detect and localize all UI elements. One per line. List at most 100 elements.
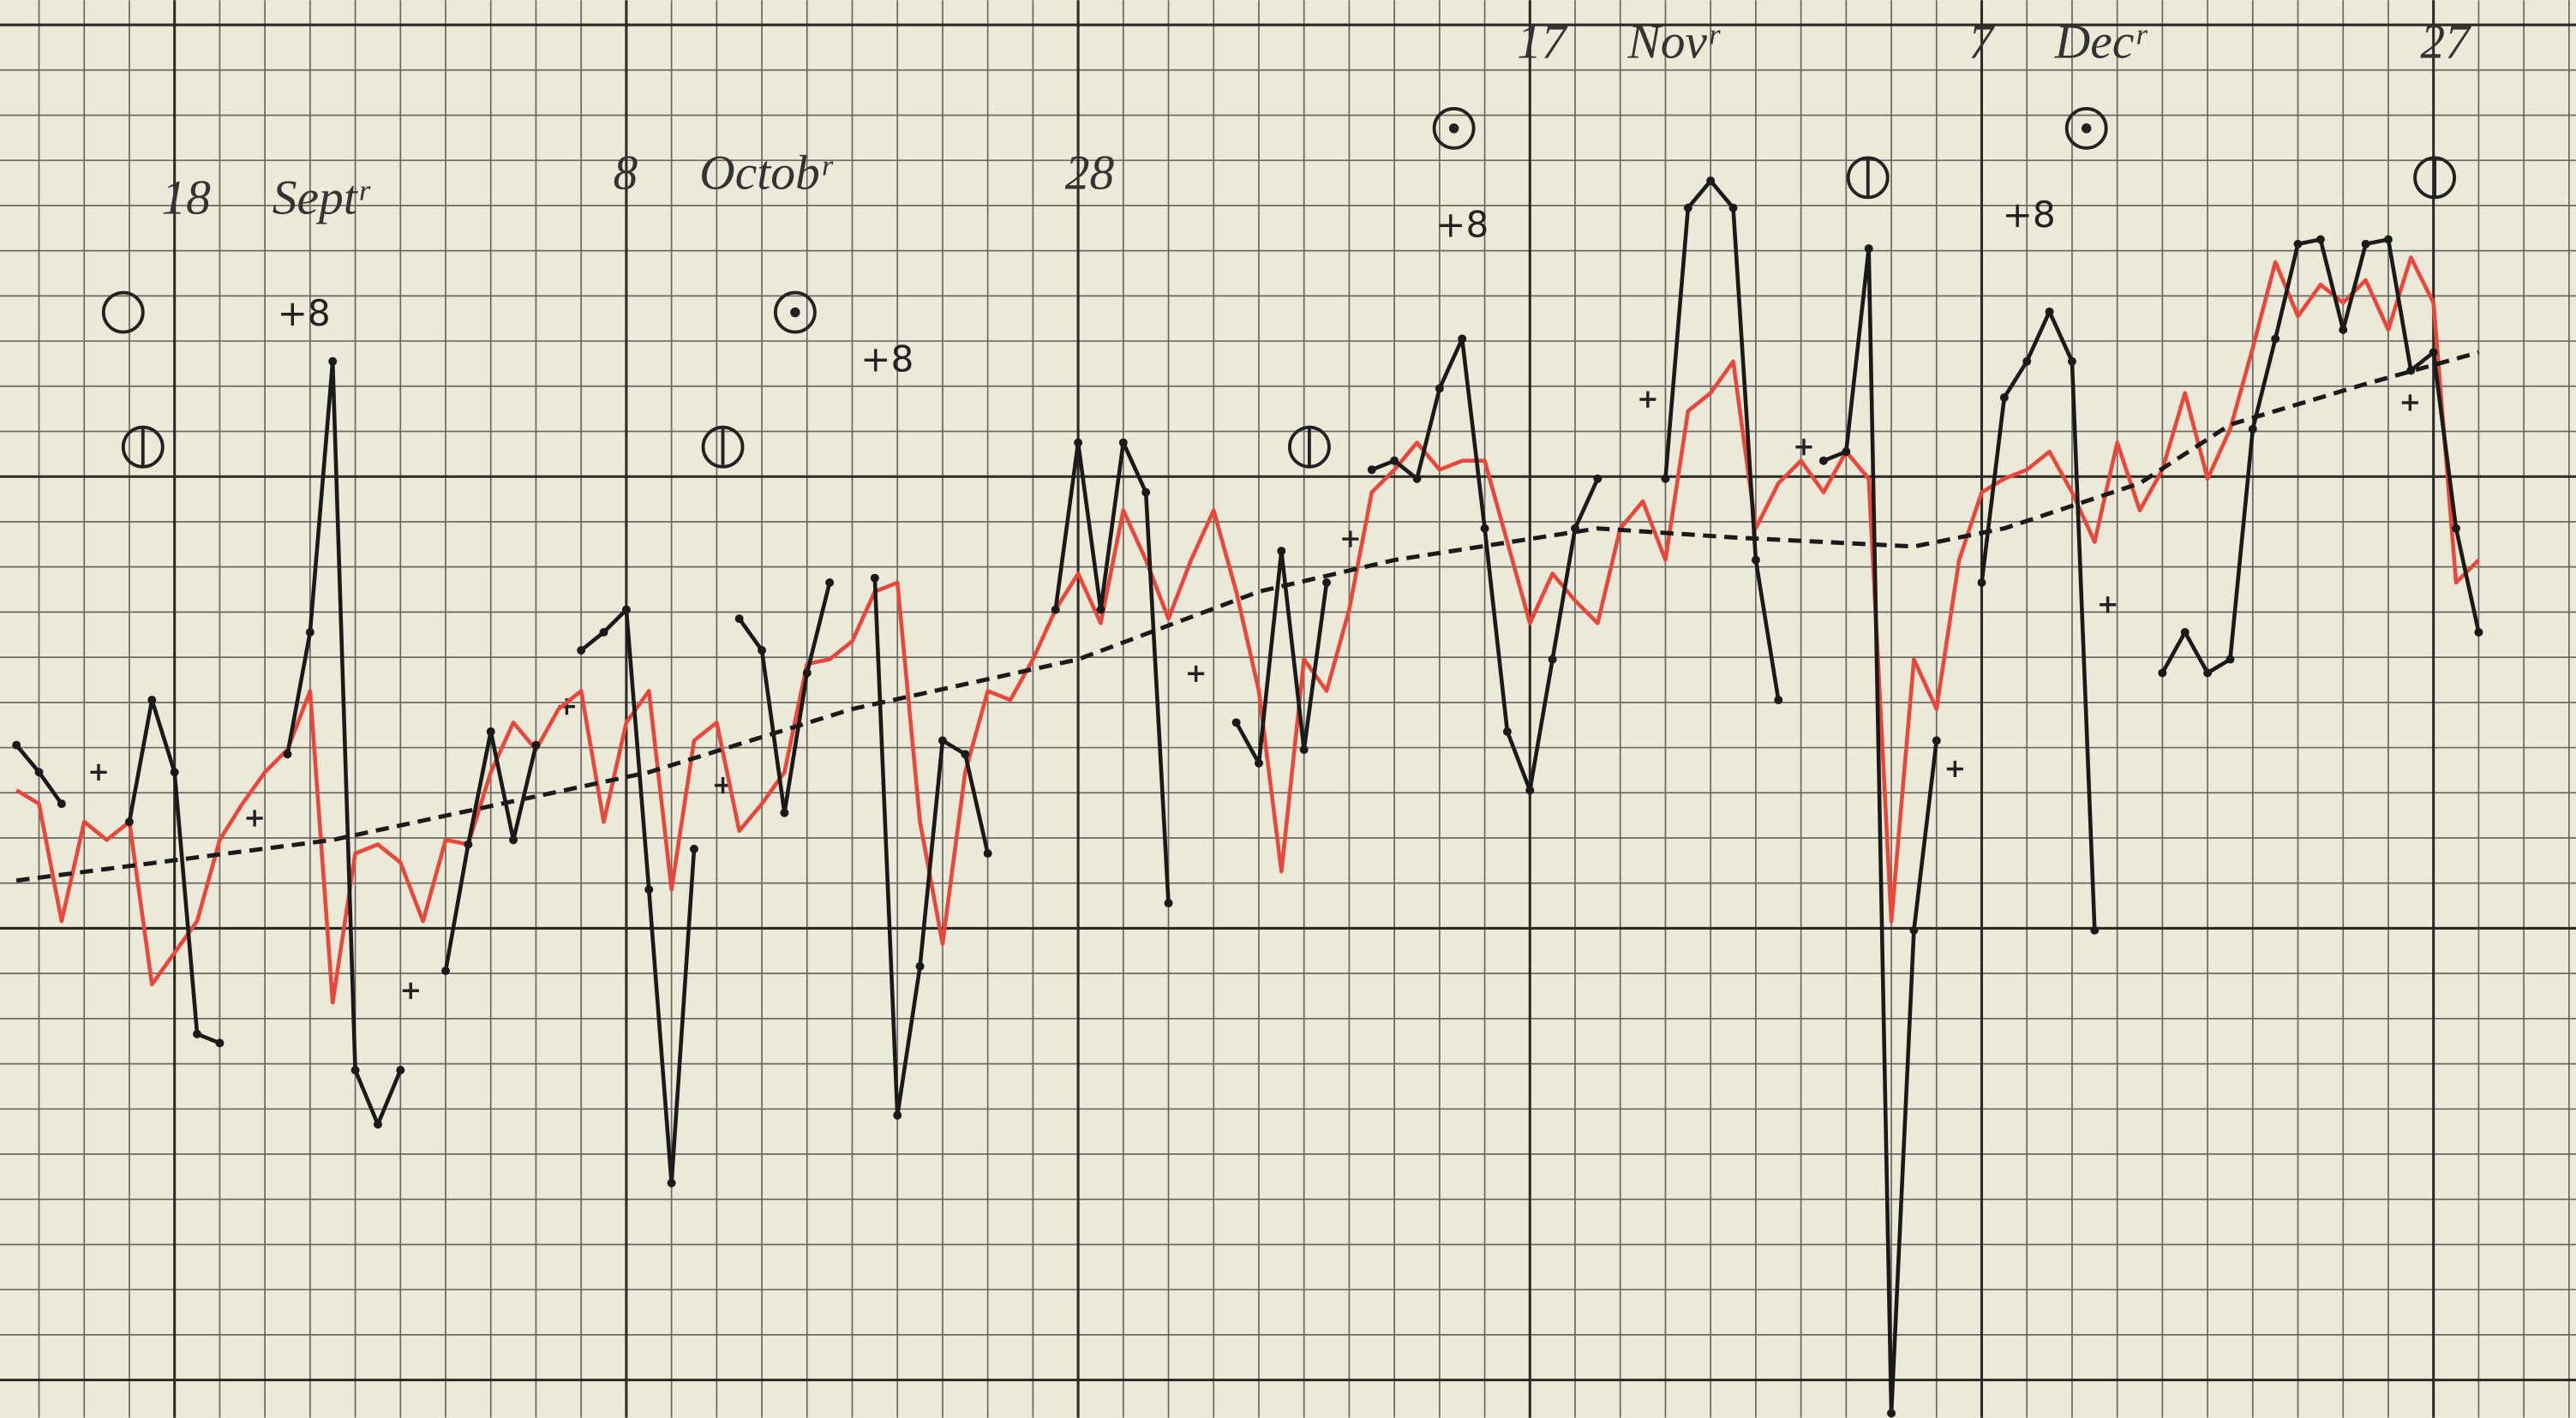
- data-point: [35, 768, 44, 776]
- data-point: [780, 809, 788, 817]
- data-point: [147, 696, 156, 704]
- data-point: [893, 1111, 902, 1120]
- data-point: [2181, 628, 2190, 637]
- data-point: [2000, 393, 2009, 402]
- moon-dot: [1451, 125, 1458, 132]
- data-point: [2452, 524, 2460, 533]
- data-point: [1368, 465, 1376, 474]
- data-point: [758, 646, 766, 655]
- data-point: [1661, 475, 1669, 483]
- paper: [0, 0, 2576, 1417]
- data-point: [2090, 926, 2099, 935]
- data-point: [1752, 556, 1760, 565]
- x-tick-label: 27: [2420, 15, 2471, 69]
- annotation: +8: [278, 292, 331, 334]
- data-point: [825, 578, 834, 587]
- data-point: [1074, 439, 1082, 447]
- data-point: [193, 1030, 201, 1038]
- data-point: [2429, 348, 2438, 356]
- data-point: [328, 357, 337, 366]
- x-tick-label: 8 Octobʳ: [614, 147, 834, 200]
- annotation: +8: [2003, 194, 2056, 236]
- data-point: [306, 628, 315, 637]
- data-point: [1842, 447, 1850, 456]
- data-point: [2046, 308, 2054, 316]
- data-point: [57, 799, 66, 808]
- data-point: [509, 835, 518, 844]
- data-point: [1165, 899, 1173, 907]
- data-point: [2068, 357, 2076, 366]
- data-point: [1593, 475, 1602, 483]
- data-point: [1119, 439, 1128, 447]
- data-point: [1932, 736, 1941, 745]
- data-point: [2474, 628, 2483, 637]
- data-point: [577, 646, 585, 655]
- data-point: [1503, 727, 1512, 736]
- data-point: [171, 768, 179, 776]
- moon-dot: [2083, 125, 2090, 132]
- data-point: [984, 849, 992, 858]
- data-point: [2022, 357, 2031, 366]
- data-point: [1819, 457, 1828, 465]
- data-point: [1413, 475, 1422, 483]
- data-point: [2158, 668, 2166, 677]
- data-point: [2203, 668, 2212, 677]
- data-point: [125, 817, 134, 826]
- data-point: [351, 1066, 360, 1074]
- data-point: [12, 741, 21, 750]
- data-point: [1232, 718, 1241, 727]
- data-point: [487, 727, 495, 736]
- data-point: [961, 750, 969, 758]
- x-tick-label: 28: [1065, 147, 1115, 200]
- data-point: [938, 736, 947, 745]
- annotation: +8: [1435, 203, 1489, 245]
- data-point: [2249, 425, 2257, 434]
- data-point: [1435, 384, 1444, 392]
- data-point: [1322, 578, 1331, 587]
- data-point: [1549, 655, 1557, 664]
- x-tick-label: 18 Septʳ: [161, 171, 370, 224]
- data-point: [644, 885, 653, 894]
- data-point: [396, 1066, 404, 1074]
- data-point: [1096, 606, 1105, 614]
- data-point: [1458, 334, 1466, 343]
- data-point: [2362, 240, 2370, 248]
- data-point: [871, 574, 879, 583]
- data-point: [1141, 488, 1150, 497]
- data-point: [1277, 547, 1285, 555]
- data-point: [2226, 655, 2234, 664]
- data-point: [1481, 524, 1489, 533]
- data-point: [464, 841, 472, 849]
- data-point: [2271, 334, 2279, 343]
- page: 18 Septʳ8 Octobʳ2817 Novʳ7 Decʳ27+8+8+8+…: [0, 0, 2576, 1418]
- annotation: +8: [860, 338, 914, 380]
- data-point: [2316, 236, 2325, 244]
- data-point: [803, 668, 812, 677]
- data-point: [1051, 606, 1060, 614]
- data-point: [1865, 244, 1873, 253]
- data-point: [215, 1038, 224, 1047]
- data-point: [1255, 759, 1263, 768]
- data-point: [1300, 745, 1309, 754]
- data-point: [600, 628, 608, 637]
- x-tick-label: 7 Decʳ: [1968, 15, 2148, 69]
- data-point: [1978, 578, 1986, 587]
- data-point: [1706, 177, 1715, 185]
- data-point: [531, 741, 540, 750]
- data-point: [374, 1120, 382, 1128]
- data-point: [441, 966, 450, 975]
- data-point: [2384, 236, 2393, 244]
- data-point: [1684, 204, 1692, 212]
- data-point: [1390, 457, 1399, 465]
- data-point: [690, 845, 698, 853]
- data-point: [284, 750, 292, 758]
- data-point: [916, 962, 925, 971]
- data-point: [1909, 926, 1918, 935]
- moon-dot: [792, 309, 799, 316]
- data-point: [1774, 696, 1782, 704]
- data-point: [1729, 204, 1738, 212]
- chart: 18 Septʳ8 Octobʳ2817 Novʳ7 Decʳ27+8+8+8+…: [0, 0, 2576, 1418]
- data-point: [2339, 326, 2347, 334]
- data-point: [1525, 786, 1534, 794]
- data-point: [668, 1179, 676, 1188]
